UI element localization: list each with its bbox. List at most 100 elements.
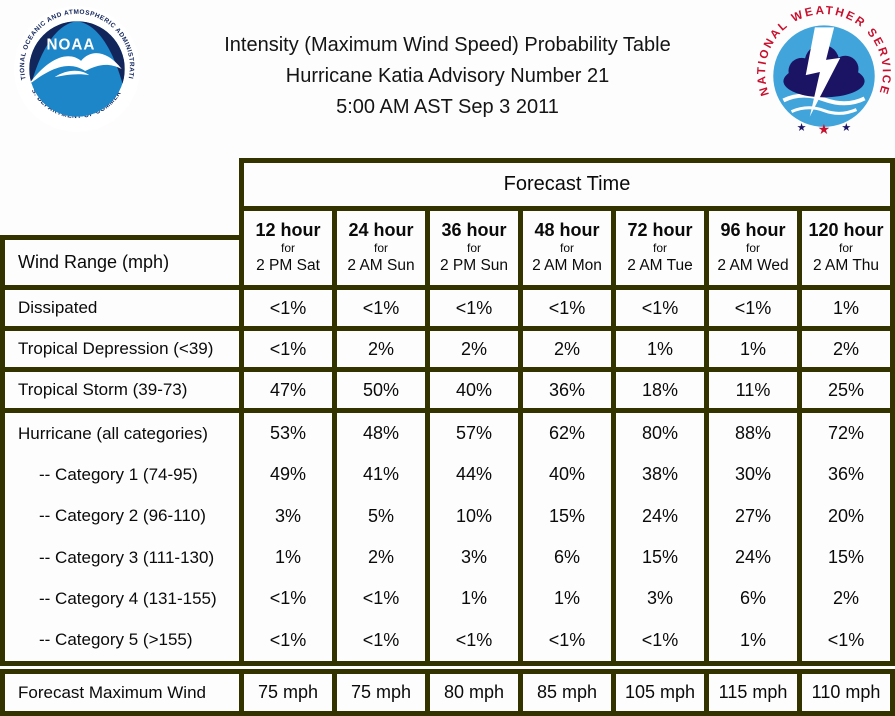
row-label: Forecast Maximum Wind bbox=[0, 669, 244, 716]
for-label: for bbox=[838, 241, 853, 255]
column-header-72h: 72 hour for 2 AM Tue bbox=[611, 206, 709, 290]
column-header-36h: 36 hour for 2 PM Sun bbox=[425, 206, 523, 290]
forecast-time-header: Forecast Time bbox=[239, 158, 895, 211]
probability-cell: 30% bbox=[734, 464, 772, 485]
probability-cell: 40% bbox=[425, 367, 523, 413]
probability-cell: 80% bbox=[641, 423, 679, 444]
wind-speed-cell: 75 mph bbox=[239, 669, 337, 716]
probability-cell: 44% bbox=[455, 464, 493, 485]
probability-cell: <1% bbox=[332, 285, 430, 331]
probability-cell: 11% bbox=[704, 367, 802, 413]
probability-cell: 38% bbox=[641, 464, 679, 485]
row-label: Hurricane (all categories) bbox=[18, 423, 208, 443]
probability-cell: 3% bbox=[646, 588, 673, 609]
table-row-dissipated: Dissipated <1% <1% <1% <1% <1% <1% 1% bbox=[0, 285, 895, 331]
header: NATIONAL OCEANIC AND ATMOSPHERIC ADMINIS… bbox=[0, 0, 895, 158]
wind-speed-cell: 85 mph bbox=[518, 669, 616, 716]
for-label: for bbox=[373, 241, 388, 255]
hurricane-value-column: 80% 38% 24% 15% 3% <1% bbox=[611, 408, 709, 666]
probability-cell: 27% bbox=[734, 505, 772, 526]
star-icon: ★ bbox=[818, 122, 831, 138]
table-row-hurricane-block: Hurricane (all categories) -- Category 1… bbox=[0, 408, 895, 666]
probability-cell: <1% bbox=[641, 629, 679, 650]
column-header-96h: 96 hour for 2 AM Wed bbox=[704, 206, 802, 290]
valid-time-label: 2 AM Thu bbox=[812, 257, 880, 274]
hurricane-value-column: 62% 40% 15% 6% 1% <1% bbox=[518, 408, 616, 666]
probability-cell: <1% bbox=[239, 285, 337, 331]
noaa-wordmark: NOAA bbox=[46, 37, 95, 54]
probability-cell: 15% bbox=[641, 547, 679, 568]
probability-cell: 88% bbox=[734, 423, 772, 444]
nws-wave-2 bbox=[790, 106, 858, 115]
probability-cell: <1% bbox=[611, 285, 709, 331]
page-title: Intensity (Maximum Wind Speed) Probabili… bbox=[140, 30, 755, 123]
hurricane-label-cell: Hurricane (all categories) -- Category 1… bbox=[0, 408, 244, 666]
wind-speed-cell: 115 mph bbox=[704, 669, 802, 716]
for-label: for bbox=[745, 241, 760, 255]
probability-cell: 2% bbox=[425, 326, 523, 372]
probability-cell: 3% bbox=[460, 547, 487, 568]
column-header-24h: 24 hour for 2 AM Sun bbox=[332, 206, 430, 290]
valid-time-label: 2 AM Tue bbox=[627, 257, 693, 274]
probability-cell: 10% bbox=[455, 505, 493, 526]
valid-time-label: 2 PM Sun bbox=[439, 257, 509, 274]
for-label: for bbox=[466, 241, 481, 255]
title-line-1: Intensity (Maximum Wind Speed) Probabili… bbox=[224, 34, 671, 56]
probability-cell: 36% bbox=[518, 367, 616, 413]
wind-speed-cell: 75 mph bbox=[332, 669, 430, 716]
probability-cell: 5% bbox=[367, 505, 394, 526]
valid-time-label: 2 AM Wed bbox=[717, 257, 789, 274]
probability-cell: 15% bbox=[827, 547, 865, 568]
probability-cell: 2% bbox=[832, 588, 859, 609]
hour-label: 36 hour bbox=[441, 220, 507, 240]
noaa-bird-icon bbox=[29, 53, 122, 86]
title-line-2: Hurricane Katia Advisory Number 21 bbox=[285, 65, 610, 87]
probability-cell: 1% bbox=[274, 547, 301, 568]
hurricane-value-column: 88% 30% 27% 24% 6% 1% bbox=[704, 408, 802, 666]
probability-cell: 1% bbox=[460, 588, 487, 609]
probability-cell: <1% bbox=[518, 285, 616, 331]
probability-cell: 1% bbox=[553, 588, 580, 609]
probability-cell: 49% bbox=[269, 464, 307, 485]
probability-cell: 2% bbox=[797, 326, 895, 372]
probability-cell: 24% bbox=[734, 547, 772, 568]
noaa-logo: NATIONAL OCEANIC AND ATMOSPHERIC ADMINIS… bbox=[14, 6, 140, 132]
probability-cell: 62% bbox=[548, 423, 586, 444]
probability-cell: <1% bbox=[269, 629, 307, 650]
probability-cell: 48% bbox=[362, 423, 400, 444]
valid-time-label: 2 PM Sat bbox=[256, 257, 320, 274]
probability-cell: 6% bbox=[553, 547, 580, 568]
probability-cell: 24% bbox=[641, 505, 679, 526]
category-label: -- Category 1 (74-95) bbox=[39, 464, 198, 484]
valid-time-label: 2 AM Sun bbox=[347, 257, 415, 274]
wind-speed-cell: 110 mph bbox=[797, 669, 895, 716]
hour-label: 120 hour bbox=[808, 220, 884, 240]
probability-cell: 47% bbox=[239, 367, 337, 413]
column-header-12h: 12 hour for 2 PM Sat bbox=[239, 206, 337, 290]
probability-cell: 15% bbox=[548, 505, 586, 526]
probability-cell: 36% bbox=[827, 464, 865, 485]
star-icon: ★ bbox=[797, 122, 807, 134]
category-label: -- Category 5 (>155) bbox=[39, 630, 193, 650]
probability-cell: 18% bbox=[611, 367, 709, 413]
probability-cell: 41% bbox=[362, 464, 400, 485]
probability-cell: <1% bbox=[269, 588, 307, 609]
probability-cell: 40% bbox=[548, 464, 586, 485]
probability-cell: <1% bbox=[239, 326, 337, 372]
probability-cell: 1% bbox=[704, 326, 802, 372]
probability-cell: <1% bbox=[362, 588, 400, 609]
probability-cell: 25% bbox=[797, 367, 895, 413]
probability-cell: 72% bbox=[827, 423, 865, 444]
noaa-globe bbox=[29, 21, 125, 117]
hour-label: 72 hour bbox=[627, 220, 693, 240]
hurricane-value-column: 57% 44% 10% 3% 1% <1% bbox=[425, 408, 523, 666]
for-label: for bbox=[559, 241, 574, 255]
forecast-max-wind-row: Forecast Maximum Wind 75 mph 75 mph 80 m… bbox=[0, 669, 895, 716]
probability-cell: <1% bbox=[827, 629, 865, 650]
probability-cell: 1% bbox=[797, 285, 895, 331]
wind-speed-cell: 105 mph bbox=[611, 669, 709, 716]
nws-wave-1 bbox=[782, 93, 866, 106]
noaa-bird-body bbox=[54, 70, 90, 78]
probability-cell: <1% bbox=[425, 285, 523, 331]
